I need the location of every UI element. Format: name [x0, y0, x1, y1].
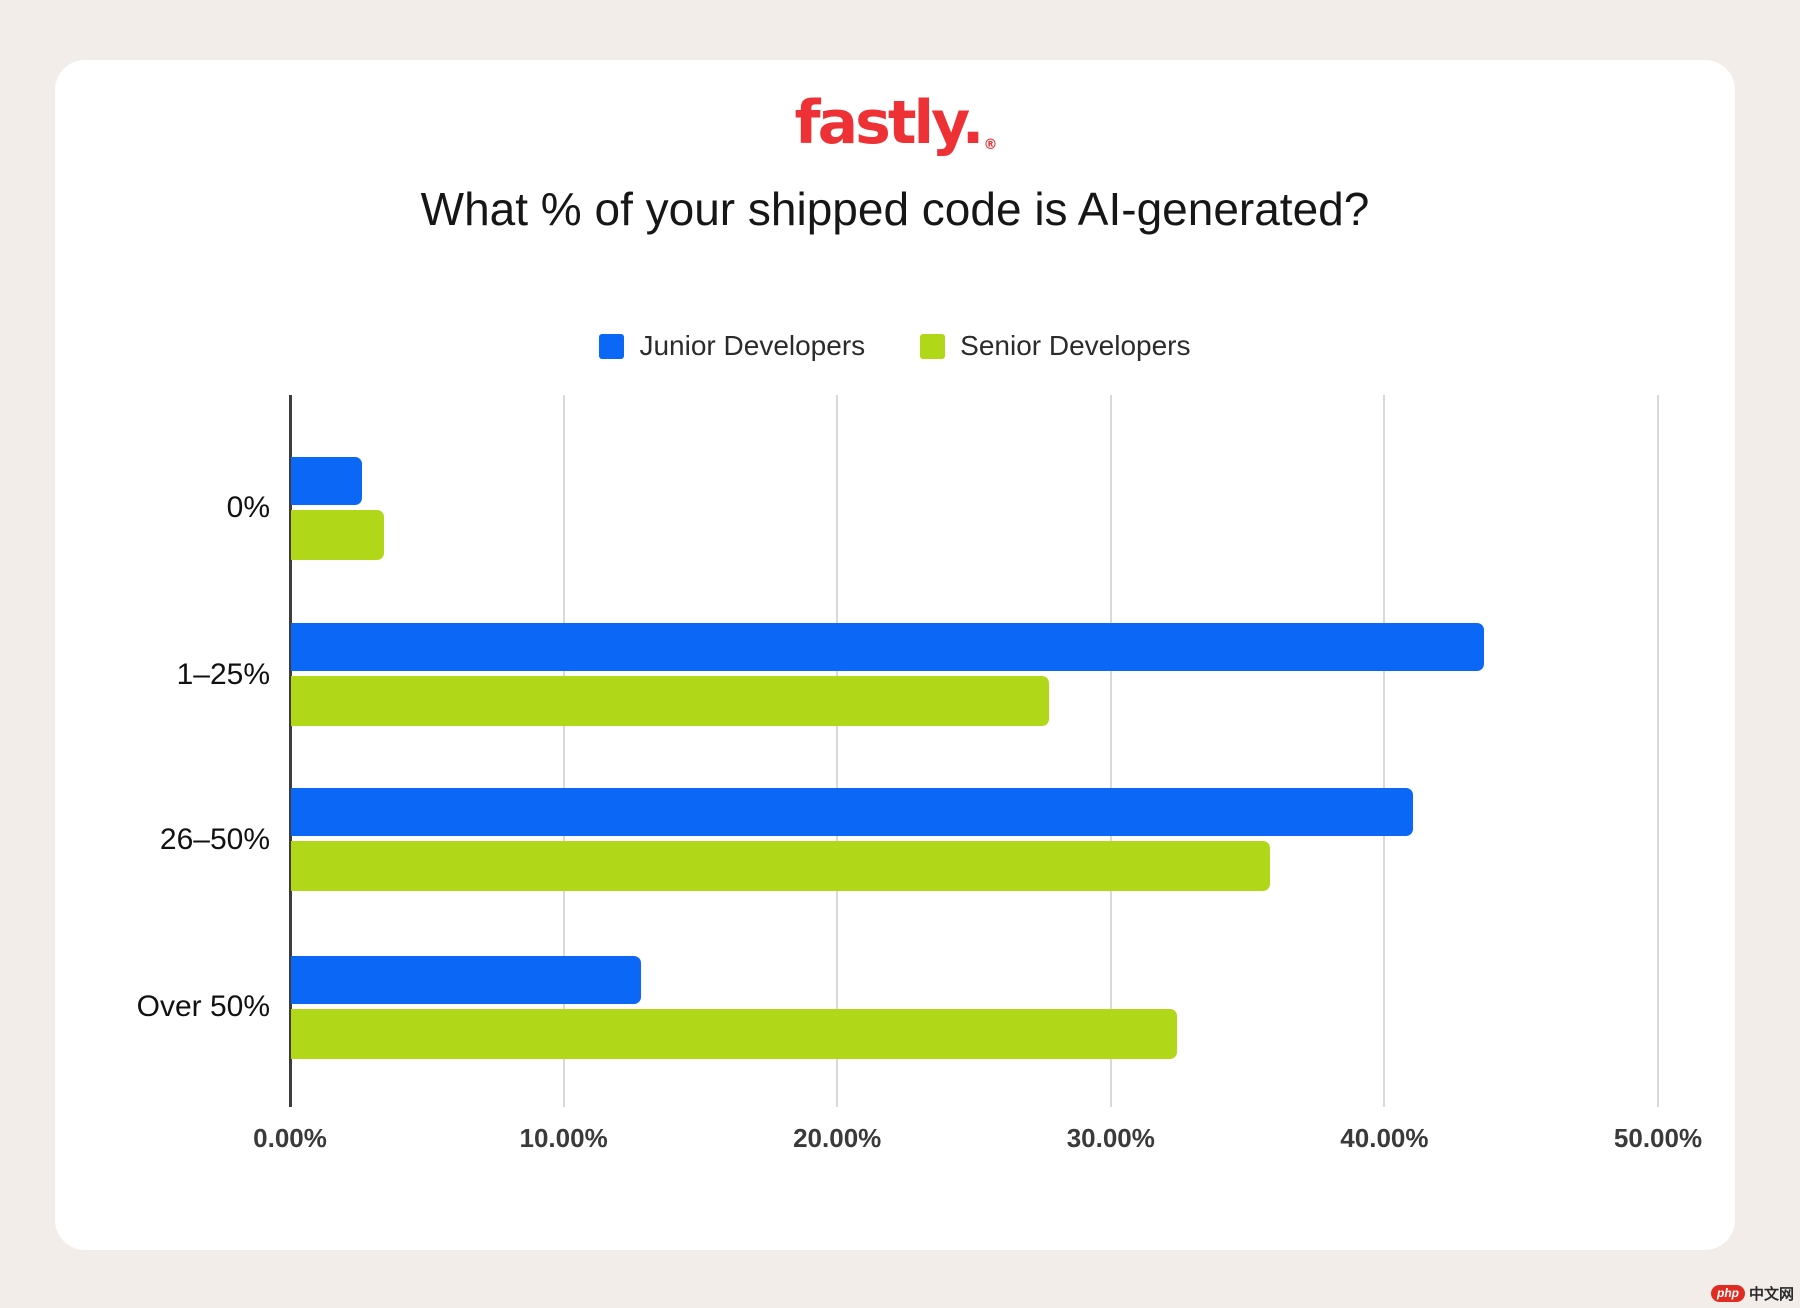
legend-item-senior-developers: Senior Developers — [920, 330, 1191, 362]
chart-title: What % of your shipped code is AI-genera… — [420, 183, 1370, 235]
x-axis-tick-label: 40.00% — [1340, 1123, 1429, 1153]
x-axis-tick-label: 50.00% — [1613, 1123, 1703, 1153]
chart-card: fastly. ® What % of your shipped code is … — [55, 60, 1735, 1250]
y-axis-line — [289, 395, 292, 1107]
category-label-1–25%: 1–25% — [176, 658, 270, 691]
bar-junior-1–25% — [291, 623, 1484, 671]
x-axis-tick-label: 20.00% — [793, 1123, 882, 1153]
bar-senior-26–50% — [291, 841, 1271, 891]
bar-junior-26–50% — [291, 788, 1413, 836]
category-label-Over 50%: Over 50% — [136, 990, 270, 1023]
gridline-40 — [1383, 395, 1386, 1107]
watermark-text: 中文网 — [1748, 1286, 1794, 1303]
watermark: php 中文网 — [1710, 1283, 1794, 1304]
legend-item-junior-developers: Junior Developers — [599, 330, 865, 362]
bar-senior-1–25% — [291, 676, 1049, 726]
legend-label-junior: Junior Developers — [639, 330, 866, 361]
x-axis-tick-label: 30.00% — [1066, 1123, 1155, 1153]
category-label-0%: 0% — [226, 491, 270, 524]
gridline-10 — [562, 395, 565, 1107]
x-axis-tick-label: 10.00% — [519, 1123, 608, 1153]
plot-area: 0.00% 10.00% 20.00% 30.00% 40.00% 50.00% 0% 1–2… — [137, 395, 1730, 1153]
category-label-26–50%: 26–50% — [159, 823, 270, 856]
fastly-logo-text: fastly. — [794, 88, 985, 158]
legend-swatch-junior-icon — [599, 333, 625, 359]
bar-senior-Over 50% — [291, 1009, 1178, 1059]
x-axis-tick-label: 0.00% — [253, 1123, 327, 1153]
bar-senior-0% — [291, 510, 385, 560]
php-logo-badge: php — [1710, 1285, 1745, 1302]
legend-swatch-senior-icon — [920, 333, 946, 359]
bar-junior-0% — [291, 457, 363, 505]
gridline-50 — [1657, 395, 1659, 1107]
fastly-logo: fastly. ® — [55, 88, 1735, 158]
legend: Junior Developers Senior Developers — [55, 330, 1735, 362]
gridline-20 — [836, 395, 839, 1107]
registered-trademark-icon: ® — [983, 137, 998, 153]
gridline-30 — [1109, 395, 1112, 1107]
bar-junior-Over 50% — [291, 956, 642, 1004]
legend-label-senior: Senior Developers — [960, 330, 1191, 361]
